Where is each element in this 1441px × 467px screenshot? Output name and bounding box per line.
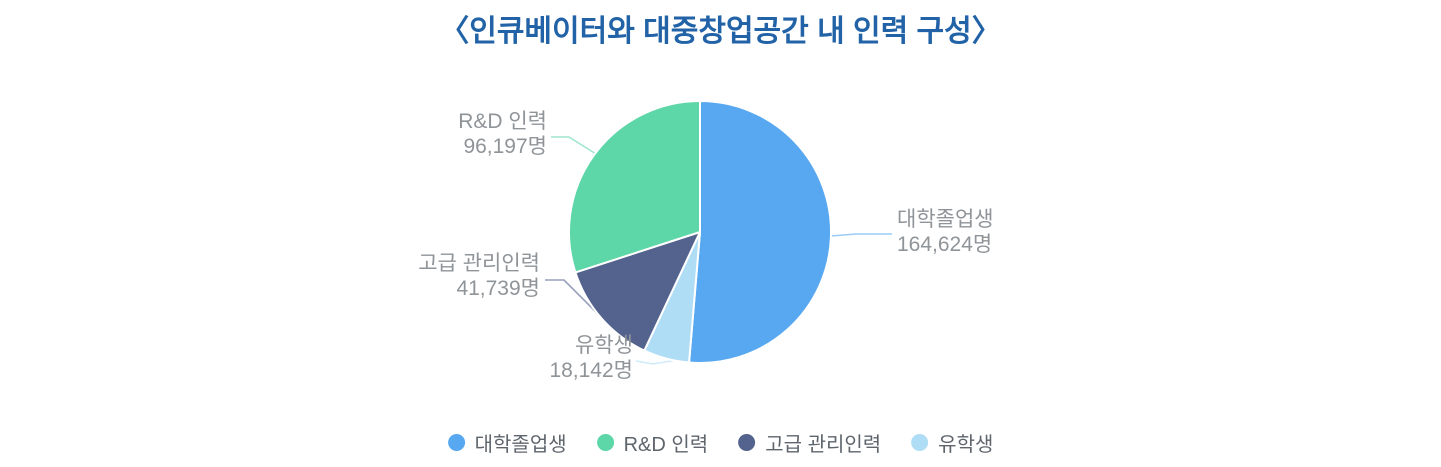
slice-label-value: 96,197명 — [463, 135, 547, 158]
slice-label-value: 41,739명 — [456, 277, 540, 300]
label-leader-line — [551, 136, 597, 155]
label-leader-line — [545, 279, 603, 319]
label-leader-line — [830, 233, 892, 237]
chart-legend: 대학졸업생 R&D 인력 고급 관리인력 유학생 — [447, 428, 993, 457]
legend-label: 유학생 — [938, 434, 994, 456]
slice-label-name: 대학졸업생 — [897, 208, 994, 231]
legend-dot-icon — [596, 434, 614, 451]
slice-label-name: 고급 관리인력 — [418, 252, 540, 275]
chart-title: 〈인큐베이터와 대중창업공간 내 인력 구성〉 — [439, 15, 1002, 48]
label-leader-line — [635, 359, 678, 365]
slice-label-university-graduates: 대학졸업생 164,624명 — [897, 207, 994, 257]
legend-dot-icon — [738, 434, 756, 451]
legend-label: R&D 인력 — [623, 434, 709, 456]
legend-item-rnd[interactable]: R&D 인력 — [596, 428, 709, 457]
legend-dot-icon — [447, 434, 465, 451]
legend-item-university-graduates[interactable]: 대학졸업생 — [447, 428, 567, 457]
legend-dot-icon — [911, 434, 929, 451]
pie-slice-대학졸업생[interactable] — [688, 100, 833, 364]
slice-label-senior-management: 고급 관리인력 41,739명 — [418, 251, 540, 301]
pie-slice-R&D 인력[interactable] — [568, 100, 701, 274]
slice-label-rnd: R&D 인력 96,197명 — [458, 109, 547, 159]
slice-label-value: 18,142명 — [549, 359, 633, 382]
slice-label-international-students: 유학생 18,142명 — [549, 333, 633, 383]
slice-label-name: 유학생 — [575, 334, 633, 357]
slice-label-name: R&D 인력 — [458, 110, 547, 133]
legend-item-senior-management[interactable]: 고급 관리인력 — [738, 428, 881, 457]
legend-label: 대학졸업생 — [474, 434, 567, 456]
slice-label-value: 164,624명 — [897, 233, 993, 256]
legend-label: 고급 관리인력 — [765, 434, 882, 456]
legend-item-international-students[interactable]: 유학생 — [911, 428, 993, 457]
pie-slice-고급 관리인력[interactable] — [574, 231, 701, 352]
